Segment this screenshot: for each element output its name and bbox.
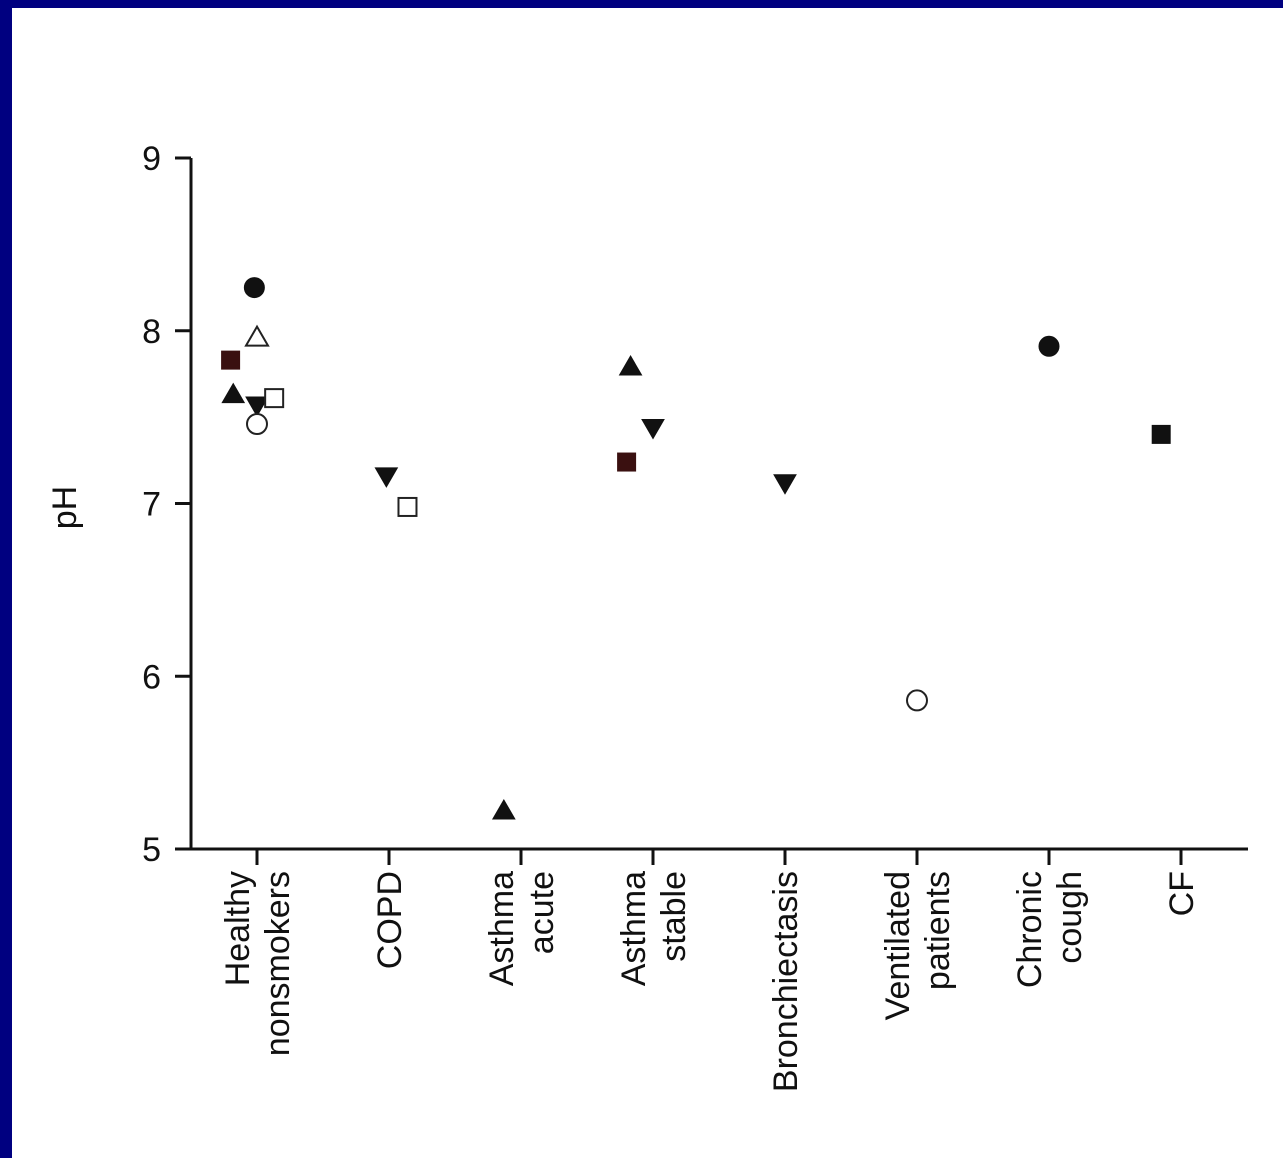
axes — [189, 158, 1248, 851]
category-label-ventilated: Ventilated patients — [879, 871, 957, 1020]
category-label-cf: CF — [1163, 871, 1201, 916]
y-tick-label: 7 — [142, 486, 161, 524]
category-label-line: stable — [655, 871, 693, 962]
data-point-triangle-down-filled — [374, 467, 399, 488]
data-point-triangle-up-filled — [491, 798, 516, 820]
category-label-line: nonsmokers — [259, 871, 297, 1056]
category-label-line: CF — [1163, 871, 1201, 916]
data-point-circle-open — [246, 413, 268, 436]
category-label-copd: COPD — [371, 871, 409, 969]
data-point-square-filled — [221, 350, 241, 370]
data-points — [221, 277, 1171, 820]
y-ticks: 5 6 7 8 9 — [142, 140, 191, 869]
category-label-asthma-stable: Asthma stable — [615, 871, 693, 986]
y-axis-title: pH — [46, 486, 84, 529]
category-label-line: Healthy — [219, 871, 257, 986]
category-label-bronchiectasis: Bronchiectasis — [767, 871, 805, 1092]
data-point-triangle-down-filled — [641, 418, 665, 440]
category-label-line: cough — [1051, 871, 1089, 964]
x-ticks: Healthy nonsmokers COPD Asthma acute Asthma st… — [219, 849, 1201, 1092]
data-point-triangle-up-filled — [221, 382, 246, 404]
data-point-triangle-up-filled — [618, 355, 643, 376]
data-point-square-filled — [617, 452, 637, 472]
category-label-line: Bronchiectasis — [767, 871, 805, 1092]
data-point-triangle-up-open — [244, 324, 270, 347]
y-tick-label: 9 — [142, 140, 161, 178]
data-point-circle-filled — [243, 277, 265, 299]
category-label-line: Asthma — [615, 871, 653, 986]
category-label-line: COPD — [371, 871, 409, 969]
category-label-line: Asthma — [483, 871, 521, 986]
y-tick-label: 6 — [142, 658, 161, 696]
chart-background — [12, 8, 1283, 1158]
data-point-square-filled — [1151, 424, 1171, 444]
data-point-circle-filled — [1038, 335, 1060, 357]
data-point-triangle-down-filled — [773, 474, 797, 495]
category-label-line: patients — [919, 871, 957, 990]
category-label-chronic-cough: Chronic cough — [1011, 871, 1089, 988]
category-label-asthma-acute: Asthma acute — [483, 871, 561, 986]
y-tick-label: 8 — [142, 313, 161, 351]
data-point-square-open — [264, 388, 285, 409]
data-point-square-open — [397, 496, 418, 517]
category-label-healthy: Healthy nonsmokers — [219, 871, 297, 1056]
category-label-line: acute — [523, 871, 561, 954]
data-point-circle-open — [906, 689, 928, 712]
data-point-triangle-down-filled — [245, 396, 269, 418]
category-label-line: Chronic — [1011, 871, 1049, 988]
category-label-line: Ventilated — [879, 871, 917, 1020]
y-tick-label: 5 — [142, 831, 161, 869]
